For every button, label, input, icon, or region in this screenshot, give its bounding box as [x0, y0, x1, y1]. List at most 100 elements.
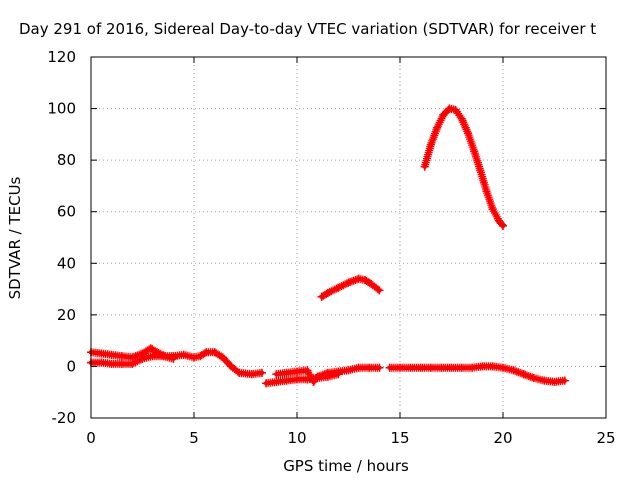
data-point	[323, 368, 332, 377]
data-point	[385, 363, 394, 372]
data-point	[488, 205, 497, 214]
data-point	[202, 348, 211, 357]
data-point	[550, 377, 559, 386]
y-tick-label: 60	[57, 203, 76, 221]
data-point	[420, 162, 429, 171]
x-tick-label: 20	[493, 429, 512, 447]
data-point	[117, 359, 126, 368]
x-tick-label: 0	[86, 429, 96, 447]
data-layer	[87, 104, 569, 388]
x-axis-title: GPS time / hours	[283, 457, 409, 475]
data-point	[159, 352, 168, 361]
x-tick-label: 25	[596, 429, 615, 447]
y-tick-label: 100	[47, 100, 76, 118]
y-axis-title: SDTVAR / TECUs	[6, 176, 24, 299]
data-point	[519, 370, 528, 379]
data-point	[272, 377, 281, 386]
data-point	[117, 352, 126, 361]
data-point	[344, 278, 353, 287]
data-point	[179, 350, 188, 359]
data-point	[138, 354, 147, 363]
data-point	[107, 359, 116, 368]
data-point	[439, 111, 448, 120]
x-tick-label: 10	[287, 429, 306, 447]
data-point	[426, 363, 435, 372]
x-tick-label: 15	[390, 429, 409, 447]
data-point	[218, 353, 227, 362]
data-point	[235, 368, 244, 377]
data-point	[494, 216, 503, 225]
y-tick-label: 0	[66, 357, 76, 375]
data-point	[445, 104, 454, 113]
data-point	[97, 358, 106, 367]
data-point	[210, 348, 219, 357]
data-point	[499, 363, 507, 372]
data-point	[476, 166, 485, 175]
data-point	[293, 375, 301, 384]
data-point	[416, 363, 425, 372]
data-point	[488, 362, 497, 371]
data-point	[509, 366, 518, 375]
data-point	[426, 140, 435, 149]
data-point	[478, 362, 487, 371]
data-point	[227, 362, 236, 371]
data-point	[560, 376, 569, 385]
data-point	[334, 283, 343, 292]
data-point	[375, 286, 384, 295]
data-point	[451, 105, 460, 114]
data-point	[309, 377, 318, 386]
data-point	[437, 363, 446, 372]
data-point	[247, 370, 256, 379]
data-point	[396, 363, 404, 372]
series-markers	[420, 104, 507, 230]
data-point	[457, 114, 466, 123]
series-track-f	[385, 362, 569, 386]
y-tick-label: 80	[57, 151, 76, 169]
series-track-d	[272, 363, 384, 386]
y-tick-label: 40	[57, 254, 76, 272]
data-point	[97, 349, 106, 358]
data-point	[148, 352, 157, 361]
tick-layer: 0 5 10 15 20 25 -20 0 20 40 60 80 100 120	[47, 48, 615, 447]
y-tick-label: 120	[47, 48, 76, 66]
data-point	[457, 363, 466, 372]
data-point	[360, 276, 369, 285]
data-point	[262, 379, 271, 388]
data-point	[529, 374, 538, 383]
data-point	[323, 288, 332, 297]
data-point	[169, 354, 178, 363]
data-point	[303, 366, 312, 375]
data-point	[196, 352, 205, 361]
data-point	[334, 367, 343, 376]
data-point	[107, 350, 116, 359]
data-point	[365, 363, 374, 372]
series-track-g	[420, 104, 507, 230]
data-point	[354, 363, 363, 372]
data-point	[406, 363, 415, 372]
data-point	[344, 366, 353, 375]
data-point	[447, 363, 456, 372]
data-point	[128, 359, 137, 368]
data-point	[257, 368, 266, 377]
data-point	[272, 370, 281, 379]
data-point	[375, 363, 384, 372]
series-track-e	[317, 274, 384, 301]
data-point	[463, 129, 472, 138]
data-point	[540, 376, 549, 385]
data-point	[293, 367, 301, 376]
data-point	[482, 187, 491, 196]
y-tick-label: 20	[57, 306, 76, 324]
data-point	[313, 372, 322, 381]
data-point	[499, 221, 507, 230]
data-point	[282, 376, 291, 385]
plot-frame	[90, 56, 607, 419]
data-point	[470, 147, 479, 156]
data-point	[433, 123, 442, 132]
data-point	[146, 344, 155, 353]
data-point	[317, 292, 326, 301]
chart-title: Day 291 of 2016, Sidereal Day-to-day VTE…	[19, 20, 596, 38]
data-point	[190, 353, 198, 362]
grid-layer	[91, 57, 606, 418]
data-point	[468, 363, 477, 372]
